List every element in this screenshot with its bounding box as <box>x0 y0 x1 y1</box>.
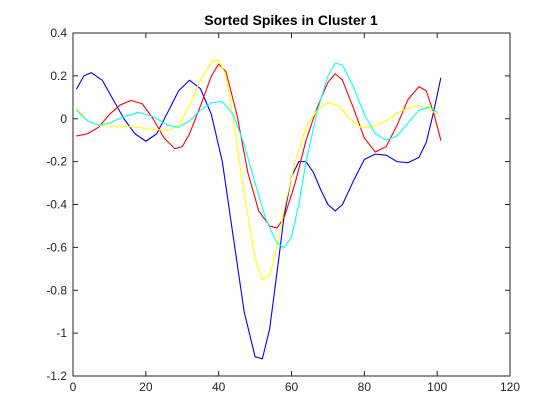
series-line-4 <box>76 62 438 248</box>
series-line-2 <box>76 63 442 229</box>
x-tick-label: 40 <box>212 380 226 394</box>
x-tick-label: 80 <box>358 380 372 394</box>
x-tick-label: 100 <box>427 380 447 394</box>
y-tick-label: -1 <box>56 326 67 340</box>
x-axis: 0 20 40 60 80 100 120 <box>70 33 520 394</box>
x-tick-label: 20 <box>139 380 153 394</box>
series-line-1 <box>76 72 442 360</box>
y-tick-label: 0.4 <box>50 26 67 40</box>
y-tick-label: 0.2 <box>50 69 67 83</box>
x-tick-label: 120 <box>500 380 520 394</box>
x-tick-label: 60 <box>285 380 299 394</box>
y-tick-label: -1.2 <box>46 369 67 383</box>
x-tick-label: 0 <box>70 380 77 394</box>
y-tick-label: -0.8 <box>46 283 67 297</box>
y-tick-label: -0.6 <box>46 240 67 254</box>
plot-lines <box>76 59 442 360</box>
y-tick-label: -0.2 <box>46 155 67 169</box>
y-axis: -1.2 -1 -0.8 -0.6 -0.4 -0.2 0 0.2 0.4 <box>46 26 510 383</box>
series-line-3 <box>76 59 438 281</box>
y-tick-label: 0 <box>60 112 67 126</box>
chart-title: Sorted Spikes in Cluster 1 <box>204 12 378 28</box>
y-tick-label: -0.4 <box>46 198 67 212</box>
